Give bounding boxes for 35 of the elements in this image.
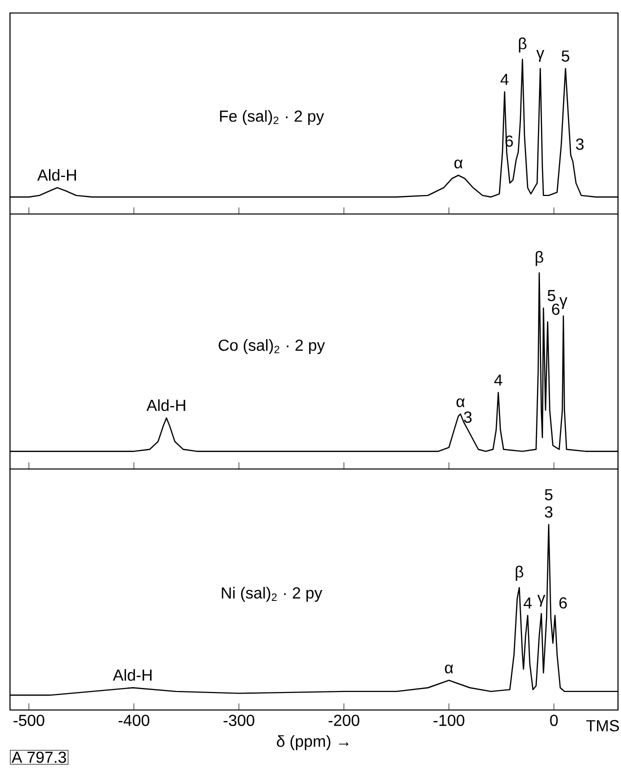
annotation: Ald-H <box>37 169 76 181</box>
annotation: Co (sal)$_{2}$ · 2 py <box>218 339 325 354</box>
annotation: 5 <box>548 290 556 302</box>
x-axis-title: δ (ppm) → <box>276 735 349 750</box>
annotation: 5 <box>562 50 570 62</box>
annotation: 4 <box>500 74 509 85</box>
x-tick-label: -400 <box>118 714 150 726</box>
annotation: 3 <box>576 138 584 150</box>
annotation: 4 <box>524 598 532 609</box>
annotation: α <box>444 664 454 674</box>
annotation: 4 <box>494 374 502 386</box>
text: A 797.3 <box>12 752 66 763</box>
text: TMS <box>586 720 619 732</box>
annotation: β <box>518 38 526 52</box>
x-tick-label: -200 <box>328 714 360 726</box>
x-tick-label: -500 <box>14 714 44 726</box>
annotation: 5 <box>544 489 552 500</box>
annotation: Fe (sal)$_{2}$ · 2 py <box>220 110 324 125</box>
annotation: 3 <box>544 506 552 518</box>
annotation: β <box>536 251 544 266</box>
annotation: α <box>456 398 465 408</box>
annotation: α <box>454 160 463 168</box>
annotation: 6 <box>559 597 567 609</box>
x-tick-label: -300 <box>224 714 254 726</box>
annotation: β <box>516 566 524 581</box>
annotation: γ <box>537 594 546 607</box>
annotation: γ <box>536 50 544 62</box>
x-tick-label: 0 <box>550 714 558 726</box>
annotation: γ <box>559 297 568 310</box>
annotation: 6 <box>552 304 560 315</box>
annotation: Ni (sal)$_{2}$ · 2 py <box>222 586 322 602</box>
annotation: 3 <box>464 412 472 423</box>
annotation: Ald-H <box>146 399 186 412</box>
x-tick-label: -100 <box>434 714 464 726</box>
annotation: Ald-H <box>112 669 152 681</box>
